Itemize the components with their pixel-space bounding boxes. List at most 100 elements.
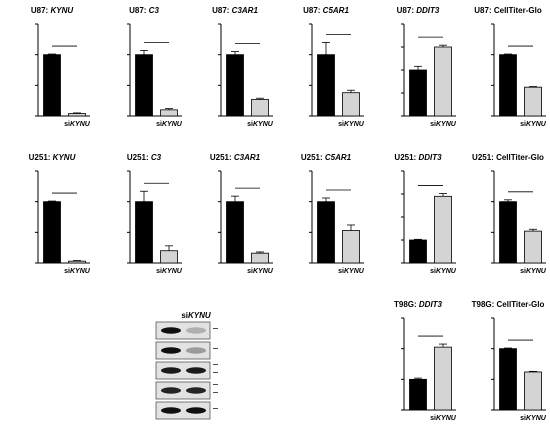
lane-label: siKYNU [181, 311, 211, 320]
bar-siKYNU [524, 371, 542, 411]
panel-title: U87: DDIT3 [397, 6, 440, 15]
blot-membrane [155, 341, 211, 360]
bar-scr [409, 239, 427, 264]
panel-title: U87: KYNU [31, 6, 73, 15]
bar-siKYNU [524, 230, 542, 264]
title-gene: CellTiter-Glo [494, 6, 542, 15]
x-tick-label: siKYNU [430, 268, 457, 275]
x-tick-label-gene: KYNU [70, 268, 91, 275]
bar-scr [135, 54, 153, 117]
x-tick-label: siKYNU [520, 268, 547, 275]
panel-K: U251: DDIT3 siKYNU [394, 153, 456, 275]
panel-title: T98G: CellTiter-Glo [472, 300, 545, 309]
bar-siKYNU [434, 346, 452, 411]
x-tick-label-gene: KYNU [344, 268, 365, 275]
x-tick-label-gene: KYNU [436, 121, 457, 128]
title-gene: C5AR1 [323, 6, 350, 15]
bar-siKYNU [342, 92, 360, 117]
x-tick-label-prefix: si [520, 121, 526, 128]
title-cell-line: U87: [474, 6, 491, 15]
title-cell-line: U251: [301, 153, 323, 162]
title-gene: CellTiter-Glo [497, 300, 545, 309]
panel-M: siKYNU [155, 311, 218, 420]
panel-title: U251: C5AR1 [301, 153, 352, 162]
blot-membrane [155, 401, 211, 420]
x-tick-label: siKYNU [64, 268, 91, 275]
x-tick-label-prefix: si [156, 268, 162, 275]
panel-N: T98G: DDIT3 siKYNU [394, 300, 457, 422]
bar-scr [499, 201, 517, 264]
bar-scr [317, 201, 335, 264]
bar-scr [317, 54, 335, 117]
title-cell-line: U251: [29, 153, 51, 162]
blot-band [161, 387, 181, 394]
x-tick-label: siKYNU [64, 121, 91, 128]
x-tick-label-gene: KYNU [526, 268, 547, 275]
x-tick-label-prefix: si [338, 121, 344, 128]
title-gene: KYNU [53, 153, 76, 162]
blot-band [161, 327, 181, 334]
title-gene: C3 [151, 153, 162, 162]
x-tick-label-prefix: si [156, 121, 162, 128]
bar-scr [226, 54, 244, 117]
panel-D: U87: C5AR1 siKYNU [303, 6, 365, 128]
title-gene: C3 [149, 6, 160, 15]
panel-title: U87: C3 [129, 6, 159, 15]
lane-label-prefix: si [181, 311, 188, 320]
x-tick-label-prefix: si [64, 121, 70, 128]
title-cell-line: U87: [303, 6, 320, 15]
title-cell-line: U251: [210, 153, 232, 162]
x-tick-label: siKYNU [338, 121, 365, 128]
bar-siKYNU [434, 46, 452, 117]
bar-siKYNU [342, 230, 360, 264]
title-gene: KYNU [50, 6, 73, 15]
x-tick-label-prefix: si [520, 415, 526, 422]
x-tick-label: siKYNU [520, 415, 547, 422]
x-tick-label: siKYNU [247, 268, 274, 275]
x-tick-label: siKYNU [247, 121, 274, 128]
title-cell-line: U251: [472, 153, 494, 162]
bar-siKYNU [68, 113, 86, 117]
bar-scr [499, 348, 517, 411]
x-tick-label-prefix: si [430, 415, 436, 422]
blot-membrane [155, 381, 211, 400]
panel-L: U251: CellTiter-Glo siKYNU [472, 153, 547, 275]
panel-H: U251: C3 siKYNU [127, 153, 183, 275]
bar-siKYNU [251, 99, 269, 117]
blot-band [161, 347, 181, 354]
x-tick-label-prefix: si [520, 268, 526, 275]
x-tick-label: siKYNU [430, 121, 457, 128]
panel-title: U87: CellTiter-Glo [474, 6, 542, 15]
title-gene: DDIT3 [418, 153, 442, 162]
x-tick-label-gene: KYNU [344, 121, 365, 128]
title-cell-line: U87: [31, 6, 48, 15]
panel-title: T98G: DDIT3 [394, 300, 443, 309]
bar-scr [226, 201, 244, 264]
x-tick-label-gene: KYNU [436, 268, 457, 275]
bar-siKYNU [160, 250, 178, 264]
bar-scr [499, 54, 517, 117]
title-cell-line: U87: [212, 6, 229, 15]
blot-band [186, 367, 206, 374]
title-gene: C3AR1 [234, 153, 261, 162]
bar-scr [409, 69, 427, 117]
bar-scr [43, 54, 61, 117]
title-cell-line: U251: [394, 153, 416, 162]
bar-scr [43, 201, 61, 264]
x-tick-label: siKYNU [156, 268, 183, 275]
x-tick-label-gene: KYNU [162, 268, 183, 275]
x-tick-label-gene: KYNU [253, 121, 274, 128]
title-gene: CellTiter-Glo [496, 153, 544, 162]
blot-membrane [155, 321, 211, 340]
panel-E: U87: DDIT3 siKYNU [397, 6, 457, 128]
title-cell-line: U87: [397, 6, 414, 15]
x-tick-label-prefix: si [430, 121, 436, 128]
title-cell-line: T98G: [394, 300, 417, 309]
title-gene: DDIT3 [419, 300, 443, 309]
x-tick-label-prefix: si [64, 268, 70, 275]
x-tick-label-gene: KYNU [253, 268, 274, 275]
title-cell-line: U87: [129, 6, 146, 15]
panel-title: U251: C3AR1 [210, 153, 261, 162]
x-tick-label: siKYNU [430, 415, 457, 422]
panel-I: U251: C3AR1 siKYNU [210, 153, 274, 275]
